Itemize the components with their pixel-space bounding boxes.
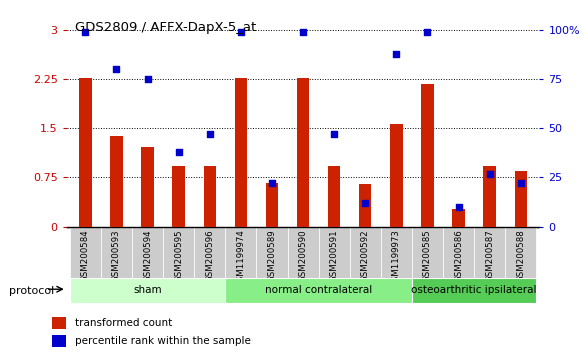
- Text: GSM200584: GSM200584: [81, 229, 90, 282]
- Bar: [256, 227, 288, 278]
- Bar: [79, 78, 92, 227]
- Bar: [452, 209, 465, 227]
- Bar: [359, 184, 371, 227]
- Bar: [390, 124, 403, 227]
- Text: GSM200595: GSM200595: [174, 229, 183, 282]
- Bar: [194, 227, 225, 278]
- Text: GSM200593: GSM200593: [112, 229, 121, 282]
- Bar: [235, 78, 247, 227]
- Text: GSM200588: GSM200588: [516, 229, 525, 282]
- Bar: [412, 278, 536, 303]
- Point: [143, 76, 152, 82]
- Bar: [412, 227, 443, 278]
- Bar: [172, 166, 185, 227]
- Bar: [483, 166, 496, 227]
- Point: [236, 29, 245, 35]
- Bar: [514, 171, 527, 227]
- Point: [174, 149, 183, 155]
- Text: GSM200585: GSM200585: [423, 229, 432, 282]
- Point: [516, 181, 525, 186]
- Text: protocol: protocol: [9, 286, 54, 296]
- Text: GSM200589: GSM200589: [267, 229, 277, 282]
- Bar: [505, 227, 536, 278]
- Point: [361, 200, 370, 206]
- Text: sham: sham: [133, 285, 162, 295]
- Text: normal contralateral: normal contralateral: [265, 285, 372, 295]
- Text: transformed count: transformed count: [75, 318, 172, 328]
- Bar: [132, 227, 163, 278]
- Bar: [70, 227, 101, 278]
- Bar: [52, 317, 67, 329]
- Text: GSM200591: GSM200591: [329, 229, 339, 282]
- Text: GSM1199974: GSM1199974: [237, 229, 245, 287]
- Bar: [204, 166, 216, 227]
- Text: GSM200596: GSM200596: [205, 229, 214, 282]
- Point: [485, 171, 494, 176]
- Bar: [288, 227, 318, 278]
- Point: [267, 181, 277, 186]
- Point: [392, 51, 401, 57]
- Bar: [297, 78, 309, 227]
- Text: GSM200590: GSM200590: [299, 229, 307, 282]
- Bar: [443, 227, 474, 278]
- Point: [423, 29, 432, 35]
- Bar: [266, 183, 278, 227]
- Text: GSM200587: GSM200587: [485, 229, 494, 282]
- Point: [298, 29, 307, 35]
- Bar: [225, 227, 256, 278]
- Point: [329, 131, 339, 137]
- Text: osteoarthritic ipsilateral: osteoarthritic ipsilateral: [411, 285, 537, 295]
- Bar: [225, 278, 412, 303]
- Bar: [474, 227, 505, 278]
- Bar: [142, 147, 154, 227]
- Point: [205, 131, 215, 137]
- Bar: [318, 227, 350, 278]
- Bar: [101, 227, 132, 278]
- Bar: [328, 166, 340, 227]
- Bar: [110, 136, 123, 227]
- Bar: [52, 335, 67, 347]
- Point: [454, 204, 463, 210]
- Text: GSM200592: GSM200592: [361, 229, 369, 282]
- Bar: [163, 227, 194, 278]
- Point: [81, 29, 90, 35]
- Text: GSM200594: GSM200594: [143, 229, 152, 282]
- Text: GSM1199973: GSM1199973: [392, 229, 401, 287]
- Bar: [381, 227, 412, 278]
- Bar: [70, 278, 225, 303]
- Text: percentile rank within the sample: percentile rank within the sample: [75, 336, 251, 346]
- Point: [112, 67, 121, 72]
- Bar: [350, 227, 381, 278]
- Text: GSM200586: GSM200586: [454, 229, 463, 282]
- Text: GDS2809 / AFFX-DapX-5_at: GDS2809 / AFFX-DapX-5_at: [75, 21, 256, 34]
- Bar: [421, 85, 434, 227]
